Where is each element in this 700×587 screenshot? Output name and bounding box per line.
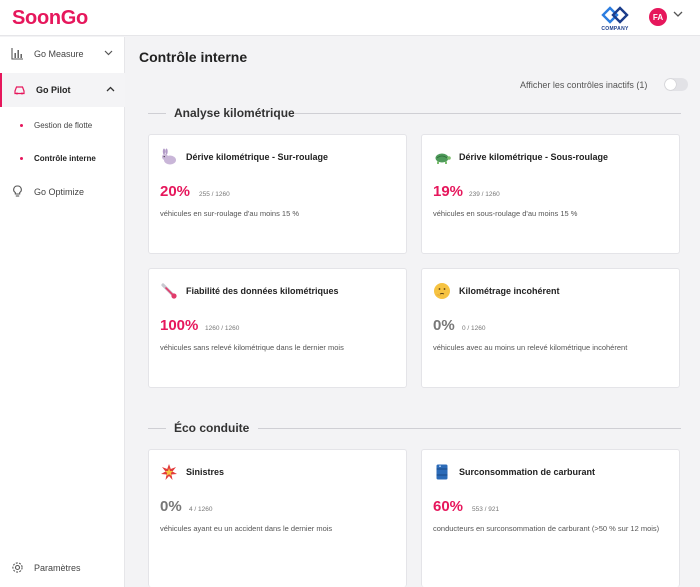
card-count: 255 / 1260 [199,191,230,198]
gear-icon [12,562,23,573]
turtle-icon [435,153,451,164]
card-percent: 19% [433,183,464,200]
collision-icon [161,464,177,480]
thermometer-icon [161,283,177,299]
card-sinistres[interactable]: Sinistres 0% 4 / 1260 véhicules ayant eu… [148,449,407,587]
lightbulb-icon [13,185,22,197]
company-logo-icon [601,6,629,24]
card-percent: 100% [160,317,199,334]
card-surconsommation[interactable]: Surconsommation de carburant 60% 553 / 9… [421,449,680,587]
chevron-down-icon [104,50,113,56]
sidebar-item-go-pilot[interactable]: Go Pilot [0,73,125,107]
section-divider [148,428,166,429]
sidebar-item-parametres[interactable]: Paramètres [0,551,125,585]
section-title-eco-conduite: Éco conduite [174,421,250,435]
card-count: 553 / 921 [472,506,500,513]
top-bar: SoonGo COMPANY FA [0,0,700,36]
avatar[interactable]: FA [649,8,667,26]
sidebar-subitem-controle-interne[interactable]: Contrôle interne [0,148,125,170]
fuel-barrel-icon [436,464,448,480]
sidebar-item-label: Paramètres [34,563,81,573]
bar-chart-icon [11,48,23,60]
card-percent: 60% [433,498,464,515]
chevron-down-icon[interactable] [673,11,683,18]
page-title: Contrôle interne [139,49,248,65]
card-title: Dérive kilométrique - Sous-roulage [459,152,609,162]
card-kilometrage-incoherent[interactable]: Kilométrage incohérent 0% 0 / 1260 véhic… [421,268,680,388]
inactive-controls-label: Afficher les contrôles inactifs (1) [520,80,648,90]
card-percent: 20% [160,183,191,200]
section-title-analyse: Analyse kilométrique [174,106,295,120]
company-logo: COMPANY [596,5,634,33]
card-count: 239 / 1260 [469,191,500,198]
sidebar-subitem-label: Contrôle interne [34,154,96,163]
card-count: 0 / 1260 [462,325,486,332]
card-percent: 0% [433,317,455,334]
chevron-up-icon [106,86,115,92]
card-count: 1260 / 1260 [205,325,240,332]
card-sur-roulage[interactable]: Dérive kilométrique - Sur-roulage 20% 25… [148,134,407,254]
card-description: véhicules sans relevé kilométrique dans … [160,343,344,352]
sidebar-subitem-label: Gestion de flotte [34,121,93,130]
sidebar-item-label: Go Optimize [34,187,85,197]
card-title: Kilométrage incohérent [459,286,560,296]
section-divider [148,113,166,114]
section-divider [258,428,681,429]
sidebar-item-label: Go Pilot [36,85,71,95]
card-count: 4 / 1260 [189,506,213,513]
card-title: Sinistres [186,467,225,477]
toggle-knob [665,79,676,90]
car-icon [14,86,25,95]
section-divider [295,113,681,114]
rabbit-icon [162,148,176,165]
sidebar-item-go-measure[interactable]: Go Measure [0,37,125,71]
sidebar-item-label: Go Measure [34,49,84,59]
card-title: Dérive kilométrique - Sur-roulage [186,152,329,162]
card-description: conducteurs en surconsommation de carbur… [433,524,660,533]
card-description: véhicules ayant eu un accident dans le d… [160,524,333,533]
card-description: véhicules avec au moins un relevé kilomé… [433,343,628,352]
thinking-face-icon [434,283,450,299]
card-fiabilite[interactable]: Fiabilité des données kilométriques 100%… [148,268,407,388]
card-description: véhicules en sur-roulage d'au moins 15 % [160,209,300,218]
inactive-controls-toggle[interactable] [664,78,688,91]
brand-logo[interactable]: SoonGo [12,7,88,29]
card-description: véhicules en sous-roulage d'au moins 15 … [433,209,578,218]
sidebar-item-go-optimize[interactable]: Go Optimize [0,175,125,209]
card-title: Surconsommation de carburant [459,467,596,477]
card-title: Fiabilité des données kilométriques [186,286,339,296]
bullet-dot [20,157,23,160]
sidebar-subitem-gestion-de-flotte[interactable]: Gestion de flotte [0,115,125,137]
card-percent: 0% [160,498,182,515]
company-name: COMPANY [601,26,629,32]
card-sous-roulage[interactable]: Dérive kilométrique - Sous-roulage 19% 2… [421,134,680,254]
sidebar: Go Measure Go Pilot Gestion de flotte Co… [0,37,125,587]
bullet-dot [20,124,23,127]
